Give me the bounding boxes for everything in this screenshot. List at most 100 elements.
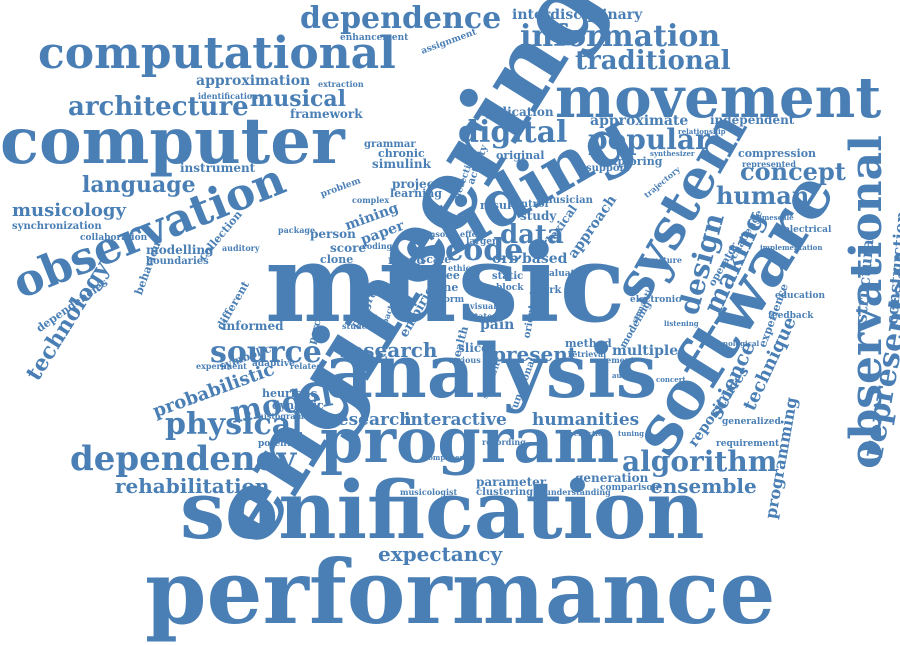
word-requirement: requirement [716, 439, 780, 449]
word-synthesizer: synthesizer [650, 149, 695, 158]
word-reflection: reflection [570, 429, 608, 438]
word-tuning: tuning [618, 429, 645, 438]
word-control: control [508, 199, 549, 210]
word-relationship: relationship [678, 127, 726, 136]
word-project: project [392, 177, 440, 191]
word-package: package [278, 225, 316, 235]
word-dependency: dependency [70, 439, 297, 479]
word-timescale: timescale [756, 213, 794, 222]
word-parameter: parameter [476, 475, 547, 489]
word-ethic: ethic [448, 263, 471, 273]
word-physical: physical [165, 407, 303, 442]
word-clustering: clustering [476, 487, 534, 498]
word-information: information [520, 19, 721, 54]
word-score: score [330, 241, 367, 255]
word-synchronization: synchronization [12, 221, 102, 232]
word-enhancement: enhancement [340, 33, 409, 43]
word-chronic: chronic [378, 147, 425, 160]
word-form: form [440, 295, 465, 305]
word-pain: pain [480, 317, 515, 333]
word-student: student [342, 321, 377, 331]
word-humanities: humanities [532, 410, 640, 430]
word-state: state [470, 311, 493, 321]
word-electronic: electronic [630, 295, 681, 305]
word-technological: technological [706, 339, 760, 348]
word-experiment: experiment [196, 361, 247, 371]
word-retrieval: retrieval [568, 349, 607, 359]
word-architecture: architecture [68, 92, 249, 122]
word-dependence: dependence [300, 1, 502, 36]
word-interdisciplinary: interdisciplinary [512, 7, 643, 23]
word-learning: learning [390, 187, 442, 200]
word-education: education [775, 291, 825, 301]
word-identification: identification [198, 91, 259, 101]
word-instrument: instrument [180, 161, 256, 175]
word-concept: concept [740, 157, 846, 186]
word-static: static [492, 271, 524, 282]
word-component: component [424, 453, 468, 462]
word-informed: informed [222, 319, 284, 333]
word-slice: slice [458, 341, 489, 355]
word-related: related [290, 361, 322, 371]
word-generation: generation [575, 471, 649, 485]
word-sonification: sonification [180, 463, 705, 557]
word-application: application [478, 105, 554, 119]
word-effect: effect [460, 229, 486, 239]
word-potential: potential [258, 439, 304, 449]
word-auditory: auditory [222, 243, 260, 253]
word-eresearch: eresearch [318, 410, 412, 430]
word-algorithm: algorithm [622, 445, 778, 478]
word-electrical: electrical [784, 225, 832, 235]
word-visual: visual [470, 301, 497, 311]
word-support: support [586, 163, 630, 174]
word-musicologist: musicologist [400, 487, 458, 497]
word-coding: coding [362, 241, 393, 251]
word-program: program [320, 404, 620, 477]
word-listening: listening [664, 319, 699, 328]
word-structure: structure [640, 255, 682, 265]
word-adaptive: adaptive [252, 359, 295, 369]
word-collaboration: collaboration [80, 233, 148, 243]
word-various: various [448, 355, 481, 365]
word-scale: scale [420, 253, 452, 266]
word-clone: clone [320, 253, 354, 266]
word-recording: recording [482, 437, 526, 447]
word-grammar: grammar [364, 139, 416, 150]
word-modelling: modelling [146, 243, 214, 257]
word-interactive: interactive [404, 410, 507, 430]
word-element: element [598, 355, 635, 365]
word-concert: concert [656, 375, 686, 384]
word-approximation: approximation [196, 73, 311, 89]
word-study: study [520, 209, 557, 223]
word-original: original [496, 149, 545, 162]
word-moad: moad [388, 253, 425, 267]
word-ensemble: ensemble [650, 474, 757, 498]
word-popular: popular [588, 123, 710, 156]
word-digital: digital [458, 115, 568, 150]
word-music: music [265, 221, 626, 347]
word-implementation: implementation [760, 243, 823, 252]
word-heuristic: heuristic [262, 387, 318, 400]
word-approximate: approximate [590, 113, 689, 129]
word-multiple: multiple [612, 343, 679, 359]
word-research: research [340, 338, 438, 362]
word-work: work [534, 285, 562, 296]
word-computer: computer [0, 104, 345, 179]
word-histogram: histogram [258, 411, 304, 421]
word-framework: framework [290, 107, 363, 121]
word-understanding: understanding [545, 487, 611, 497]
word-represented: represented [742, 159, 796, 169]
word-language: language [82, 172, 196, 198]
word-audio: audio [612, 371, 634, 380]
word-formal: formal [358, 355, 388, 365]
word-tree: tree [435, 269, 460, 282]
word-simulink: simulink [372, 157, 431, 171]
word-feedback: feedback [768, 311, 814, 321]
word-exploring: exploring [604, 155, 663, 168]
word-computational: computational [38, 28, 396, 79]
word-extraction: extraction [318, 79, 364, 89]
word-person: person [310, 227, 356, 241]
word-boundaries: boundaries [146, 256, 209, 267]
word-musicology: musicology [12, 200, 126, 221]
